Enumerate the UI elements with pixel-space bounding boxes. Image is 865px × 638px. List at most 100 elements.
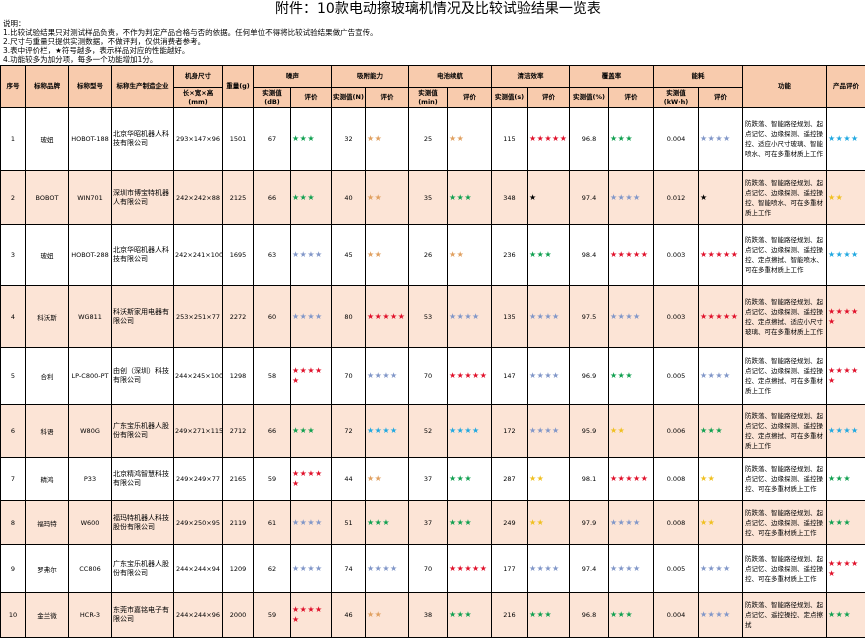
noise-rating-stars: ★★★★★ xyxy=(291,458,332,501)
clean-rating-stars: ★★★★★ xyxy=(528,108,570,171)
model-cell: W80G xyxy=(69,405,112,458)
energy-measured-cell: 0.005 xyxy=(654,348,699,405)
coverage-measured-cell: 98.1 xyxy=(570,458,609,501)
coverage-rating-stars: ★★★★ xyxy=(609,171,654,225)
size-cell: 242×241×100 xyxy=(174,225,223,286)
product-rating-stars: ★★ xyxy=(827,171,865,225)
size-cell: 244×244×94 xyxy=(174,545,223,593)
no-cell: 5 xyxy=(1,348,26,405)
noise-rating-stars: ★★★ xyxy=(291,108,332,171)
clean-rating-stars: ★ xyxy=(528,171,570,225)
coverage-measured-cell: 97.4 xyxy=(570,545,609,593)
function-cell: 防跌落、智能路径规划、起点记忆、边缘探测、遥控操控、智能喷水、可在多重材质上工作 xyxy=(743,171,827,225)
weight-cell: 2165 xyxy=(223,458,254,501)
noise-measured-cell: 61 xyxy=(254,501,291,545)
brand-cell: 金兰微 xyxy=(26,593,69,638)
battery-measured-cell: 52 xyxy=(409,405,448,458)
header-suction-measured: 实测值(N) xyxy=(332,88,366,108)
coverage-rating-stars: ★★★★ xyxy=(609,501,654,545)
size-cell: 242×242×88 xyxy=(174,171,223,225)
noise-measured-cell: 62 xyxy=(254,545,291,593)
size-cell: 249×271×115 xyxy=(174,405,223,458)
energy-rating-stars: ★★★★ xyxy=(699,348,743,405)
header-battery-measured: 实测值(min) xyxy=(409,88,448,108)
no-cell: 6 xyxy=(1,405,26,458)
model-cell: P33 xyxy=(69,458,112,501)
function-cell: 防跌落、智能路径规划、起点记忆、边缘探测、遥控操控、可在多重材质上工作 xyxy=(743,545,827,593)
noise-rating-stars: ★★★★ xyxy=(291,225,332,286)
energy-rating-stars: ★★★★ xyxy=(699,545,743,593)
energy-measured-cell: 0.006 xyxy=(654,405,699,458)
model-cell: WIN701 xyxy=(69,171,112,225)
note-4: 4.功能较多为加分项，每多一个功能增加1分。 xyxy=(0,55,865,64)
header-clean: 清洁效率 xyxy=(492,66,570,88)
model-cell: CC806 xyxy=(69,545,112,593)
brand-cell: 科语 xyxy=(26,405,69,458)
suction-measured-cell: 74 xyxy=(332,545,366,593)
header-func: 功能 xyxy=(743,66,827,108)
battery-measured-cell: 25 xyxy=(409,108,448,171)
size-cell: 249×250×95 xyxy=(174,501,223,545)
clean-measured-cell: 172 xyxy=(492,405,528,458)
size-cell: 253×251×77 xyxy=(174,286,223,348)
clean-rating-stars: ★★★★ xyxy=(528,405,570,458)
weight-cell: 2000 xyxy=(223,593,254,638)
function-cell: 防跌落、智能路径规划、起点记忆、边缘探测、遥控操控、可在多重材质上工作 xyxy=(743,458,827,501)
clean-measured-cell: 115 xyxy=(492,108,528,171)
energy-rating-stars: ★★★★ xyxy=(699,593,743,638)
battery-measured-cell: 38 xyxy=(409,593,448,638)
page-title: 附件：10款电动擦玻璃机情况及比较试验结果一览表 xyxy=(0,0,865,19)
noise-rating-stars: ★★★ xyxy=(291,171,332,225)
header-battery-rating: 评价 xyxy=(448,88,492,108)
header-brand: 标称品牌 xyxy=(26,66,69,108)
function-cell: 防跌落、智能路径规划、起点记忆、边缘探测、遥控操控、定点擦拭、可在多重材质上工作 xyxy=(743,348,827,405)
note-2: 2.尺寸与重量只提供实测数据，不做评判，仅供消费者参考。 xyxy=(0,37,865,46)
product-rating-stars: ★★★★ xyxy=(827,225,865,286)
maker-cell: 科沃斯家用电器有限公司 xyxy=(112,286,174,348)
suction-measured-cell: 80 xyxy=(332,286,366,348)
energy-rating-stars: ★ xyxy=(699,171,743,225)
suction-rating-stars: ★★★★ xyxy=(366,348,409,405)
noise-measured-cell: 63 xyxy=(254,225,291,286)
header-coverage-measured: 实测值(%) xyxy=(570,88,609,108)
weight-cell: 2712 xyxy=(223,405,254,458)
weight-cell: 2272 xyxy=(223,286,254,348)
battery-rating-stars: ★★★ xyxy=(448,171,492,225)
battery-measured-cell: 26 xyxy=(409,225,448,286)
energy-rating-stars: ★★★ xyxy=(699,405,743,458)
battery-rating-stars: ★★★★ xyxy=(448,286,492,348)
size-cell: 244×245×100 xyxy=(174,348,223,405)
suction-rating-stars: ★★ xyxy=(366,458,409,501)
suction-rating-stars: ★★ xyxy=(366,108,409,171)
model-cell: WG811 xyxy=(69,286,112,348)
suction-measured-cell: 32 xyxy=(332,108,366,171)
coverage-rating-stars: ★★★★ xyxy=(609,286,654,348)
battery-rating-stars: ★★★★★ xyxy=(448,545,492,593)
function-cell: 防跌落、智能路径规划、起点记忆、遥控操控、定点擦拭 xyxy=(743,593,827,638)
note-3: 3.表中评价栏，★符号越多，表示样品对应的性能越好。 xyxy=(0,46,865,55)
weight-cell: 1298 xyxy=(223,348,254,405)
product-rating-stars: ★★★★★ xyxy=(827,348,865,405)
clean-rating-stars: ★★ xyxy=(528,501,570,545)
noise-measured-cell: 67 xyxy=(254,108,291,171)
header-model: 标称型号 xyxy=(69,66,112,108)
function-cell: 防跌落、智能路径规划、起点记忆、边缘探测、遥控操控、定点擦拭、智能喷水、可在多重… xyxy=(743,225,827,286)
suction-measured-cell: 40 xyxy=(332,171,366,225)
suction-measured-cell: 70 xyxy=(332,348,366,405)
battery-measured-cell: 35 xyxy=(409,171,448,225)
noise-measured-cell: 58 xyxy=(254,348,291,405)
coverage-measured-cell: 96.9 xyxy=(570,348,609,405)
model-cell: HOBOT-288 xyxy=(69,225,112,286)
energy-measured-cell: 0.003 xyxy=(654,286,699,348)
maker-cell: 广东宝乐机器人股份有限公司 xyxy=(112,545,174,593)
header-maker: 标称生产制造企业 xyxy=(112,66,174,108)
note-1: 1.比较试验结果只对测试样品负责，不作为判定产品合格与否的依据。任何单位不得将比… xyxy=(0,28,865,37)
brand-cell: 精鸿 xyxy=(26,458,69,501)
header-energy-rating: 评价 xyxy=(699,88,743,108)
product-rating-stars: ★★★★ xyxy=(827,108,865,171)
